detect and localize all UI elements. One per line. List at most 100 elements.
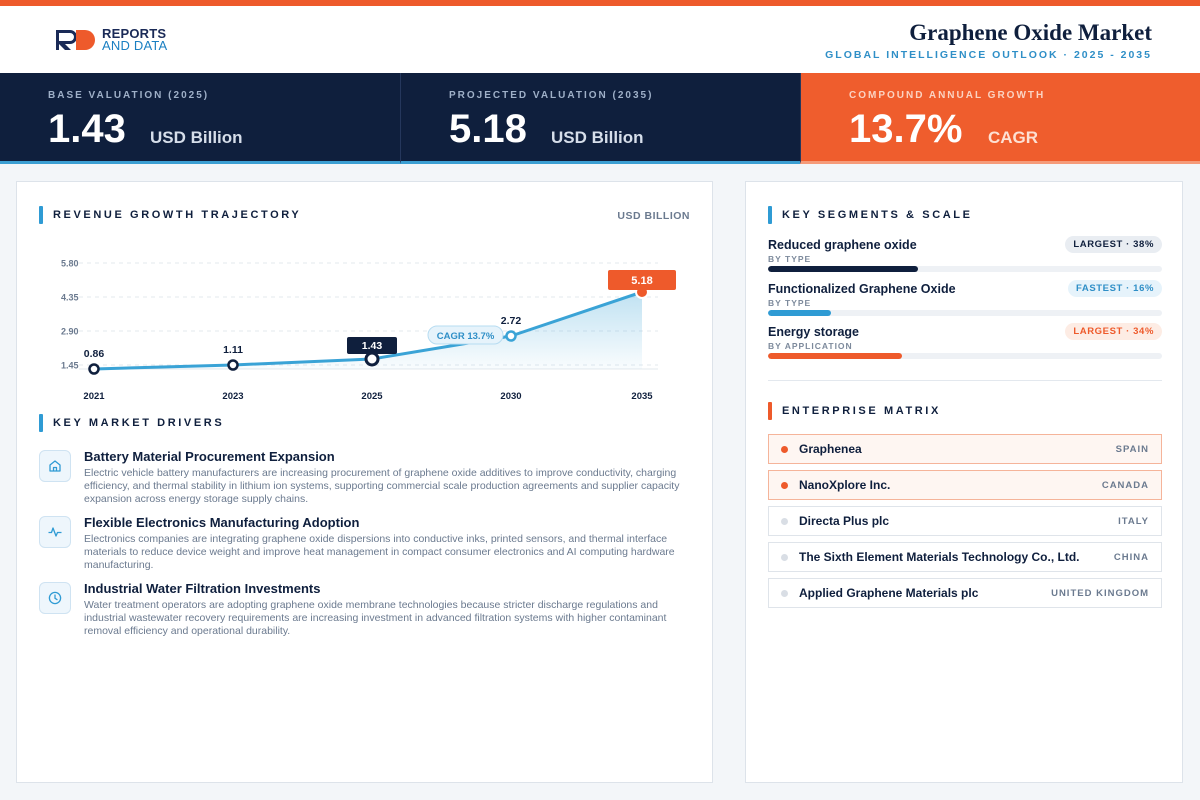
enterprise-name: Graphenea bbox=[799, 442, 862, 456]
kpi-value: 5.18 bbox=[449, 107, 527, 151]
data-label: 1.11 bbox=[223, 344, 243, 356]
area-fill bbox=[94, 292, 642, 369]
driver-description: Water treatment operators are adopting g… bbox=[84, 599, 667, 638]
logo-mark-icon bbox=[56, 30, 95, 50]
data-label-box bbox=[608, 270, 676, 290]
page-header: REPORTS AND DATA Graphene Oxide Market G… bbox=[0, 6, 1200, 73]
section-marker bbox=[768, 402, 772, 420]
enterprise-section-title: ENTERPRISE MATRIX bbox=[768, 402, 941, 420]
kpi-label: PROJECTED VALUATION (2035) bbox=[449, 90, 654, 101]
data-label: 2.72 bbox=[501, 315, 522, 327]
brand-logo[interactable]: REPORTS AND DATA bbox=[54, 26, 168, 53]
market-overview-card: REVENUE GROWTH TRAJECTORY USD BILLION 5.… bbox=[16, 181, 713, 783]
x-tick-label: 2021 bbox=[83, 391, 105, 402]
kpi-unit: CAGR bbox=[988, 128, 1039, 147]
enterprise-name: NanoXplore Inc. bbox=[799, 478, 891, 492]
section-divider bbox=[768, 380, 1162, 381]
brand-line2: AND DATA bbox=[102, 38, 168, 53]
drivers-title-text: KEY MARKET DRIVERS bbox=[53, 417, 225, 429]
enterprise-row[interactable]: Graphenea SPAIN bbox=[768, 434, 1162, 464]
kpi-label: COMPOUND ANNUAL GROWTH bbox=[849, 90, 1046, 101]
kpi-projected-valuation: PROJECTED VALUATION (2035) 5.18 USD Bill… bbox=[400, 73, 800, 164]
y-tick-label: 2.90 bbox=[61, 327, 79, 337]
driver-description: Electronics companies are integrating gr… bbox=[84, 533, 675, 572]
kpi-value: 13.7% bbox=[849, 107, 963, 151]
segments-title-text: KEY SEGMENTS & SCALE bbox=[782, 209, 973, 221]
revenue-chart: 5.80 4.35 2.90 1.45 2021 2023 2025 2030 2035 CAGR… bbox=[61, 259, 676, 402]
x-tick-label: 2030 bbox=[500, 391, 521, 402]
status-dot bbox=[781, 589, 788, 597]
kpi-unit: USD Billion bbox=[551, 128, 644, 147]
segment-share-track bbox=[768, 310, 1162, 316]
pulse-icon bbox=[39, 516, 71, 548]
enterprise-country: CANADA bbox=[1101, 479, 1149, 491]
data-point[interactable] bbox=[505, 330, 517, 342]
data-label: 5.18 bbox=[631, 275, 652, 287]
chart-unit-label: USD BILLION bbox=[617, 210, 690, 222]
home-icon bbox=[39, 450, 71, 482]
data-point[interactable] bbox=[364, 351, 380, 367]
segment-badge: FASTEST · 16% bbox=[1067, 280, 1162, 297]
segments-section-title: KEY SEGMENTS & SCALE bbox=[768, 206, 973, 224]
status-dot bbox=[781, 445, 788, 453]
kpi-unit: USD Billion bbox=[150, 128, 243, 147]
enterprise-country: ITALY bbox=[1118, 515, 1149, 527]
segment-category: BY TYPE bbox=[768, 298, 812, 308]
data-label: 1.43 bbox=[362, 340, 383, 352]
segment-share-fill bbox=[768, 310, 832, 316]
enterprise-country: SPAIN bbox=[1115, 443, 1149, 455]
driver-title: Flexible Electronics Manufacturing Adopt… bbox=[84, 515, 360, 530]
data-label-box bbox=[347, 337, 397, 354]
enterprise-row[interactable]: Directa Plus plc ITALY bbox=[768, 506, 1162, 536]
enterprise-row[interactable]: The Sixth Element Materials Technology C… bbox=[768, 542, 1162, 572]
segment-share-fill bbox=[768, 266, 918, 272]
segment-share-fill bbox=[768, 353, 902, 359]
cagr-annotation: CAGR 13.7% bbox=[427, 325, 504, 345]
segment-name: Functionalized Graphene Oxide bbox=[768, 282, 956, 296]
y-tick-label: 4.35 bbox=[61, 293, 79, 303]
segment-category: BY TYPE bbox=[768, 254, 812, 264]
kpi-strip: BASE VALUATION (2025) 1.43 USD Billion P… bbox=[0, 73, 1200, 164]
top-accent-bar bbox=[0, 0, 1200, 6]
kpi-value: 1.43 bbox=[48, 107, 126, 151]
revenue-title-text: REVENUE GROWTH TRAJECTORY bbox=[53, 209, 302, 221]
enterprise-name: Directa Plus plc bbox=[799, 514, 890, 528]
enterprise-row[interactable]: NanoXplore Inc. CANADA bbox=[768, 470, 1162, 500]
x-tick-label: 2025 bbox=[361, 391, 383, 402]
segment-share-track bbox=[768, 353, 1162, 359]
segment-badge: LARGEST · 38% bbox=[1065, 236, 1162, 253]
segment-name: Energy storage bbox=[768, 325, 860, 339]
data-point[interactable] bbox=[227, 359, 239, 371]
section-marker bbox=[768, 206, 772, 224]
segment-share-track bbox=[768, 266, 1162, 272]
page-subtitle: GLOBAL INTELLIGENCE OUTLOOK · 2025 - 203… bbox=[825, 49, 1152, 61]
enterprise-title-text: ENTERPRISE MATRIX bbox=[782, 405, 941, 417]
segment-name: Reduced graphene oxide bbox=[768, 238, 917, 252]
drivers-section-title: KEY MARKET DRIVERS bbox=[39, 414, 224, 432]
enterprise-country: UNITED KINGDOM bbox=[1051, 587, 1149, 599]
revenue-section-title: REVENUE GROWTH TRAJECTORY bbox=[39, 206, 301, 224]
segments-card: KEY SEGMENTS & SCALE Reduced graphene ox… bbox=[745, 181, 1183, 783]
data-point[interactable] bbox=[88, 363, 100, 375]
status-dot bbox=[781, 553, 788, 561]
driver-title: Industrial Water Filtration Investments bbox=[84, 581, 321, 596]
section-marker bbox=[39, 206, 43, 224]
status-dot bbox=[781, 481, 788, 489]
x-tick-label: 2023 bbox=[222, 391, 243, 402]
y-tick-label: 1.45 bbox=[61, 361, 79, 371]
y-tick-label: 5.80 bbox=[61, 259, 79, 269]
clock-icon bbox=[39, 582, 71, 614]
enterprise-row[interactable]: Applied Graphene Materials plc UNITED KI… bbox=[768, 578, 1162, 608]
svg-text:CAGR 13.7%: CAGR 13.7% bbox=[437, 331, 495, 342]
driver-title: Battery Material Procurement Expansion bbox=[84, 449, 335, 464]
kpi-base-valuation: BASE VALUATION (2025) 1.43 USD Billion bbox=[0, 73, 400, 164]
brand-line1: REPORTS bbox=[102, 26, 167, 41]
status-dot bbox=[781, 517, 788, 525]
x-tick-label: 2035 bbox=[631, 391, 653, 402]
enterprise-name: The Sixth Element Materials Technology C… bbox=[799, 550, 1080, 564]
page-title: Graphene Oxide Market bbox=[909, 20, 1152, 45]
enterprise-name: Applied Graphene Materials plc bbox=[799, 586, 979, 600]
driver-description: Electric vehicle battery manufacturers a… bbox=[84, 467, 680, 506]
segment-badge: LARGEST · 34% bbox=[1065, 323, 1162, 340]
kpi-cagr: COMPOUND ANNUAL GROWTH 13.7% CAGR bbox=[800, 73, 1200, 164]
